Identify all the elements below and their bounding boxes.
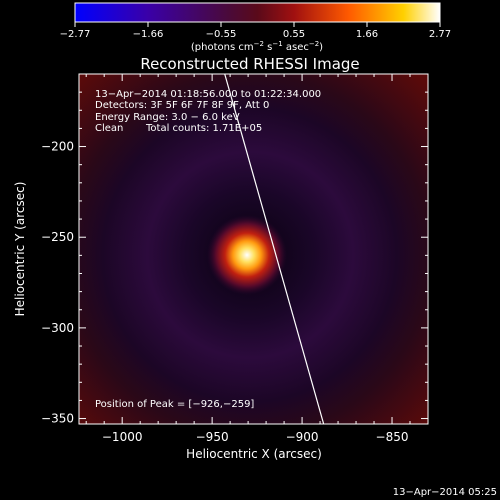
colorbar: −2.77 −1.66 −0.55 0.55 1.66 2.77 (photons cm−…	[60, 2, 451, 53]
colorbar-tick-label: −2.77	[60, 29, 91, 40]
x-tick-label: −850	[376, 430, 409, 444]
chart-title: Reconstructed RHESSI Image	[140, 55, 359, 73]
x-axis: −1000 −950 −900 −850	[85, 74, 429, 444]
x-tick-label: −900	[286, 430, 319, 444]
x-tick-label: −1000	[102, 430, 143, 444]
peak-position-label: Position of Peak = [−926,−259]	[95, 399, 254, 410]
colorbar-tick-label: −0.55	[206, 29, 237, 40]
source-emission	[79, 74, 428, 424]
x-tick-label: −950	[196, 430, 229, 444]
x-axis-label: Heliocentric X (arcsec)	[186, 447, 322, 461]
y-tick-label: −250	[41, 230, 74, 244]
y-tick-label: −300	[41, 321, 74, 335]
image-area	[79, 74, 428, 424]
plot-frame	[78, 73, 429, 425]
solar-limb-line	[224, 74, 325, 424]
detectors-label: Detectors: 3F 5F 6F 7F 8F 9F, Att 0	[95, 100, 269, 111]
footer-timestamp: 13−Apr−2014 05:25	[393, 487, 497, 498]
colorbar-gradient	[74, 2, 441, 23]
y-axis: −200 −250 −300 −350	[41, 73, 428, 426]
energy-range-label: Energy Range: 3.0 − 6.0 keV	[95, 112, 240, 123]
colorbar-tick-label: −1.66	[133, 29, 164, 40]
y-tick-label: −200	[41, 140, 74, 154]
clean-label: Clean	[95, 123, 123, 134]
colorbar-unit: (photons cm−2 s−1 asec−2)	[191, 40, 323, 53]
colorbar-ticks: −2.77 −1.66 −0.55 0.55 1.66 2.77	[60, 22, 451, 40]
y-axis-label: Heliocentric Y (arcsec)	[13, 182, 27, 317]
colorbar-tick-label: 2.77	[429, 29, 451, 40]
colorbar-tick-label: 1.66	[356, 29, 378, 40]
time-range-label: 13−Apr−2014 01:18:56.000 to 01:22:34.000	[95, 89, 321, 100]
total-counts-label: Total counts: 1.71E+05	[145, 123, 262, 134]
y-tick-label: −350	[41, 412, 74, 426]
colorbar-tick-label: 0.55	[283, 29, 305, 40]
